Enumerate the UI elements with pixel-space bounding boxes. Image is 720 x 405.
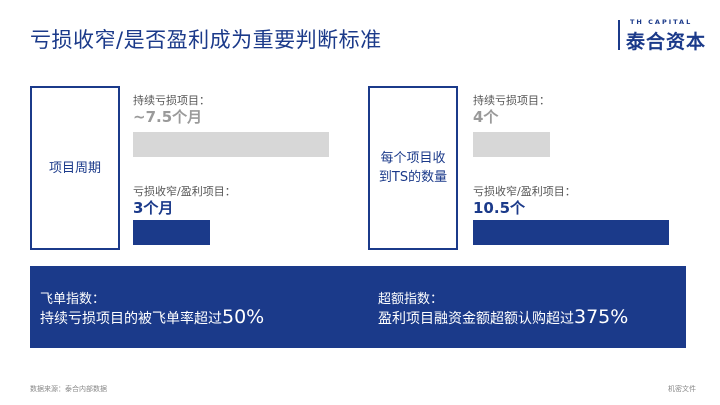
project-cycle-label: 项目周期	[48, 160, 101, 176]
ts-count-label-line1: 每个项目收	[380, 151, 446, 166]
flyer-index-text: 持续亏损项目的被飞单率超过50%	[40, 306, 264, 328]
oversub-index-desc: 盈利项目融资金额超额认购超过	[378, 311, 574, 327]
ts-count-label-box: 每个项目收 到TS的数量	[368, 86, 458, 250]
ts-count-label-line2: 到TS的数量	[378, 170, 448, 185]
sustained-loss-value: ~7.5个月	[133, 108, 203, 126]
ts-sustained-value: 4个	[473, 108, 499, 126]
page-title: 亏损收窄/是否盈利成为重要判断标准	[30, 28, 382, 52]
flyer-index-value: 50%	[222, 306, 265, 328]
confidential-note: 机密文件	[668, 385, 696, 393]
narrowed-loss-bar	[133, 220, 210, 245]
brand-name-cn: 泰合资本	[626, 31, 707, 53]
project-cycle-label-box: 项目周期	[30, 86, 120, 250]
ts-narrowed-bar	[473, 220, 669, 245]
ts-sustained-caption: 持续亏损项目：	[473, 94, 550, 107]
flyer-index-desc: 持续亏损项目的被飞单率超过	[40, 311, 222, 327]
oversub-index-caption: 超额指数：	[378, 292, 444, 307]
summary-band: 飞单指数： 持续亏损项目的被飞单率超过50% 超额指数： 盈利项目融资金额超额认…	[30, 266, 686, 348]
sustained-loss-caption: 持续亏损项目：	[133, 94, 210, 107]
ts-narrowed-value: 10.5个	[473, 199, 526, 217]
sustained-loss-bar	[133, 132, 329, 157]
brand-logo: TH CAPITAL 泰合资本	[618, 18, 708, 53]
flyer-index-caption: 飞单指数：	[40, 292, 106, 307]
ts-narrowed-caption: 亏损收窄/盈利项目：	[473, 185, 576, 198]
brand-divider	[618, 20, 620, 50]
ts-sustained-bar	[473, 132, 550, 157]
oversub-index-value: 375%	[574, 306, 629, 328]
data-source-note: 数据来源：泰合内部数据	[30, 385, 107, 393]
oversub-index-text: 盈利项目融资金额超额认购超过375%	[378, 306, 628, 328]
narrowed-loss-caption: 亏损收窄/盈利项目：	[133, 185, 236, 198]
brand-name-en: TH CAPITAL	[630, 18, 693, 26]
narrowed-loss-value: 3个月	[133, 199, 174, 217]
